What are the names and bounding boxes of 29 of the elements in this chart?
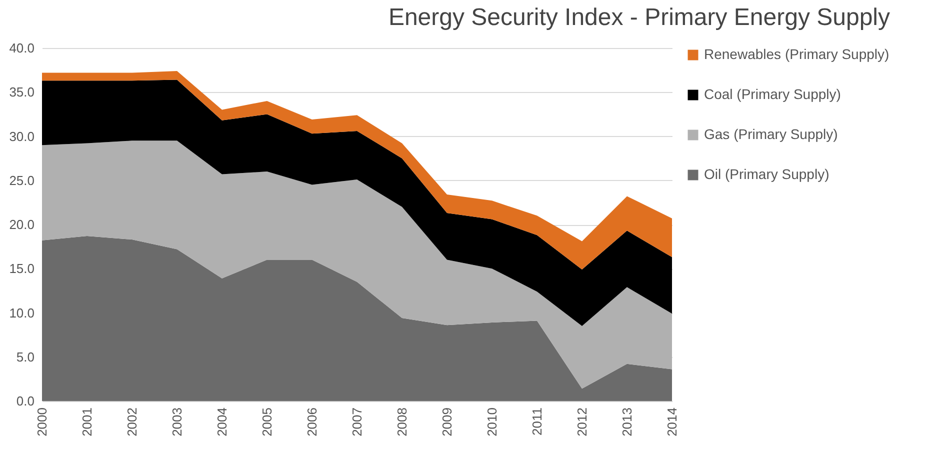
x-tick-label: 2005 [260, 408, 274, 436]
legend-label: Gas (Primary Supply) [704, 126, 838, 142]
y-tick-label: 20.0 [9, 217, 34, 232]
x-tick-label: 2001 [80, 408, 94, 436]
chart-title: Energy Security Index - Primary Energy Supply [388, 4, 890, 31]
x-tick-label: 2004 [214, 408, 230, 436]
x-tick-label: 2000 [34, 408, 50, 436]
x-tick-label: 2012 [574, 408, 590, 436]
x-tick-label: 2006 [304, 408, 320, 436]
y-tick-label: 25.0 [9, 172, 34, 188]
y-tick-label: 15.0 [9, 261, 34, 276]
legend-label: Renewables (Primary Supply) [704, 46, 890, 62]
y-tick-label: 5.0 [16, 349, 34, 364]
x-tick-label: 2009 [440, 408, 454, 436]
legend-label: Coal (Primary Supply) [704, 86, 841, 102]
y-tick-label: 10.0 [9, 305, 34, 320]
y-tick-label: 35.0 [9, 84, 34, 100]
x-tick-label: 2010 [484, 408, 500, 436]
x-tick-label: 2002 [124, 408, 140, 436]
x-tick-label: 2014 [664, 408, 680, 436]
x-tick-label: 2008 [394, 408, 410, 436]
y-tick-label: 30.0 [9, 128, 34, 144]
x-tick-label: 2011 [530, 408, 544, 436]
x-tick-label: 2003 [170, 408, 184, 436]
x-tick-label: 2013 [620, 408, 634, 436]
legend-label: Oil (Primary Supply) [704, 166, 830, 182]
y-tick-label: 40.0 [9, 40, 34, 56]
x-tick-label: 2007 [350, 408, 364, 436]
y-tick-label: 0.0 [16, 394, 34, 408]
